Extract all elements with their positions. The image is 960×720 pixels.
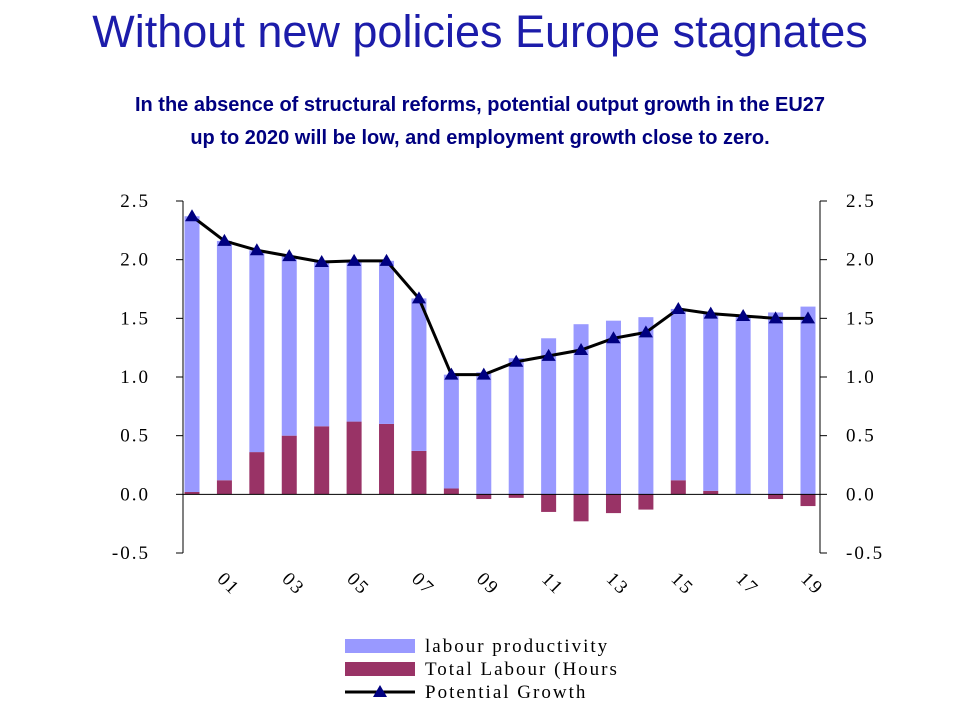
bar bbox=[184, 216, 200, 492]
marker bbox=[671, 301, 686, 314]
x-tick-label: 09 bbox=[472, 569, 503, 600]
marker bbox=[185, 209, 199, 222]
bar bbox=[768, 312, 784, 495]
marker bbox=[768, 311, 783, 324]
legend-swatch bbox=[345, 639, 415, 653]
bar bbox=[541, 494, 557, 512]
bar bbox=[670, 308, 686, 481]
y-tick-label: 0.5 bbox=[120, 426, 150, 447]
bar bbox=[314, 426, 330, 495]
bar bbox=[346, 421, 362, 495]
bar bbox=[800, 306, 816, 495]
y2-tick-label: 0.5 bbox=[846, 426, 876, 447]
bar bbox=[476, 494, 492, 500]
marker bbox=[541, 348, 556, 361]
x-tick-label: 15 bbox=[667, 569, 698, 600]
x-tick-label: 01 bbox=[213, 569, 244, 600]
bar bbox=[346, 260, 362, 422]
bar bbox=[281, 435, 297, 495]
bar bbox=[508, 358, 524, 495]
marker bbox=[347, 253, 362, 266]
x-tick-label: 05 bbox=[342, 569, 373, 600]
marker bbox=[411, 291, 426, 304]
marker bbox=[249, 243, 264, 256]
y2-tick-label: 0.0 bbox=[846, 484, 876, 505]
bar bbox=[573, 324, 589, 495]
marker bbox=[217, 233, 232, 246]
marker bbox=[476, 367, 491, 380]
bar bbox=[670, 480, 686, 495]
y2-tick-label: 2.0 bbox=[846, 250, 876, 271]
marker bbox=[736, 308, 751, 321]
marker bbox=[314, 255, 329, 268]
slide-title: Without new policies Europe stagnates bbox=[92, 6, 867, 57]
bar bbox=[281, 256, 297, 436]
marker bbox=[444, 367, 459, 380]
y-tick-label: 2.5 bbox=[120, 191, 150, 212]
bar bbox=[249, 452, 265, 495]
bar bbox=[638, 317, 654, 495]
bar bbox=[216, 480, 232, 495]
y-tick-label: 0.0 bbox=[120, 484, 150, 505]
bar bbox=[314, 262, 330, 427]
bar bbox=[443, 488, 459, 495]
bar bbox=[443, 374, 459, 489]
y2-tick-label: 2.5 bbox=[846, 191, 876, 212]
marker bbox=[379, 253, 394, 266]
x-tick-label: 07 bbox=[407, 569, 438, 600]
legend-swatch bbox=[345, 662, 415, 676]
bar bbox=[703, 313, 719, 491]
x-tick-label: 03 bbox=[278, 569, 309, 600]
x-tick-label: 17 bbox=[731, 569, 762, 600]
bar bbox=[476, 372, 492, 495]
y-tick-label: 1.5 bbox=[120, 308, 150, 329]
legend-label: Potential Growth bbox=[425, 682, 587, 703]
y-tick-label: 2.0 bbox=[120, 250, 150, 271]
y-tick-label: 1.0 bbox=[120, 367, 150, 388]
bar bbox=[605, 494, 621, 514]
bar bbox=[379, 423, 395, 495]
bar bbox=[573, 494, 589, 522]
line bbox=[191, 215, 808, 377]
bar bbox=[411, 450, 427, 495]
bar bbox=[703, 490, 719, 495]
bar bbox=[508, 494, 524, 498]
marker bbox=[638, 325, 653, 338]
subtitle: In the absence of structural reforms, po… bbox=[135, 94, 825, 116]
bar bbox=[216, 240, 232, 481]
legend-label: labour productivity bbox=[425, 636, 609, 657]
legend-marker bbox=[373, 685, 387, 697]
bar bbox=[411, 298, 427, 451]
x-tick-label: 13 bbox=[602, 569, 633, 600]
y2-tick-label: 1.5 bbox=[846, 308, 876, 329]
marker bbox=[606, 331, 621, 344]
bar bbox=[249, 250, 265, 453]
y-tick-label: -0.5 bbox=[112, 543, 150, 564]
marker bbox=[282, 249, 297, 262]
bar bbox=[638, 494, 654, 510]
marker bbox=[574, 343, 589, 356]
bar bbox=[605, 320, 621, 495]
bar bbox=[379, 260, 395, 424]
y2-tick-label: -0.5 bbox=[846, 543, 884, 564]
marker bbox=[801, 311, 815, 324]
x-tick-label: 19 bbox=[796, 569, 827, 600]
bar bbox=[768, 494, 784, 500]
x-tick-label: 11 bbox=[537, 569, 568, 600]
marker bbox=[703, 306, 718, 319]
legend-label: Total Labour (Hours bbox=[425, 659, 619, 680]
bar bbox=[184, 491, 200, 495]
bar bbox=[541, 338, 557, 495]
bar bbox=[800, 494, 816, 507]
y2-tick-label: 1.0 bbox=[846, 367, 876, 388]
bar bbox=[735, 315, 751, 495]
marker bbox=[509, 354, 524, 367]
subtitle: up to 2020 will be low, and employment g… bbox=[190, 127, 769, 149]
